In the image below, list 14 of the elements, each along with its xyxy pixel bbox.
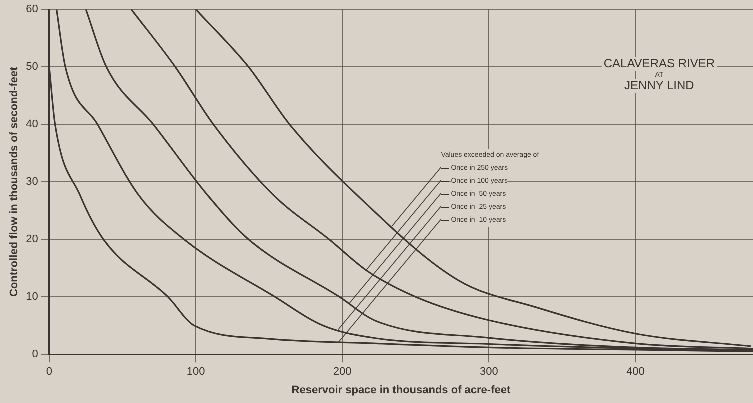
y-tick-label: 0 xyxy=(32,348,38,361)
y-tick-label: 10 xyxy=(26,291,38,304)
y-tick-label: 30 xyxy=(26,176,38,188)
x-tick-label: 400 xyxy=(626,366,645,378)
y-tick-label: 50 xyxy=(26,61,38,74)
y-tick-label: 20 xyxy=(26,234,38,246)
y-tick-label: 40 xyxy=(26,118,38,131)
x-axis-title: Reservoir space in thousands of acre-feet xyxy=(292,384,511,396)
x-tick-label: 100 xyxy=(186,366,206,378)
x-tick-label: 200 xyxy=(333,366,352,378)
x-tick-label: 0 xyxy=(46,366,52,378)
y-axis-title: Controlled flow in thousands of second-feet xyxy=(8,66,21,297)
x-tick-label: 300 xyxy=(480,366,498,378)
y-tick-label: 60 xyxy=(26,4,38,16)
